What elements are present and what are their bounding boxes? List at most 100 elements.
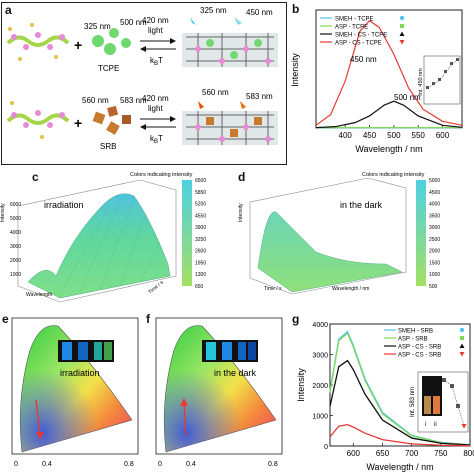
framework-bottom bbox=[182, 111, 278, 145]
colorbar-tick-d-9: 5000 bbox=[429, 178, 440, 184]
tcpe-particles bbox=[92, 28, 131, 55]
molecule-srb: SRB bbox=[100, 142, 116, 151]
colorbar-tick-d-7: 4000 bbox=[429, 202, 440, 208]
y-tick-label-g-4: 4000 bbox=[312, 322, 328, 329]
colorbar-tick-d-6: 3500 bbox=[429, 213, 440, 219]
polymer-chain-bottom bbox=[6, 101, 70, 139]
vial-label-i: i bbox=[425, 422, 426, 428]
annotation-450: 450 nm bbox=[350, 55, 377, 64]
panel-letter-e: e bbox=[2, 312, 9, 326]
legend-marker-g-3 bbox=[459, 352, 465, 357]
colorbar-tick-d-1: 1000 bbox=[429, 272, 440, 278]
series-line-b-3 bbox=[315, 19, 463, 126]
surface-c bbox=[27, 193, 171, 299]
framework-top bbox=[182, 33, 278, 67]
legend-label-g-3: ASP - CS - SRB bbox=[398, 353, 441, 359]
xlabel-g: Wavelength / nm bbox=[366, 462, 433, 472]
colorbar-tick-d-3: 2000 bbox=[429, 249, 440, 255]
axes-box-c bbox=[17, 179, 177, 303]
panel-letter-g: g bbox=[292, 312, 300, 326]
x-label-d: Wavelength / nm bbox=[332, 286, 369, 292]
chart-g: Intensity Wavelength / nm 600 650 700 750 80… bbox=[296, 322, 474, 472]
x-tick-f-0: 0 bbox=[158, 461, 162, 468]
z-tick-c-0: 1000 bbox=[10, 272, 21, 278]
y-label-d: Time / s bbox=[264, 286, 282, 292]
panel-letter-a: a bbox=[5, 3, 12, 17]
x-tick-label-g-2: 700 bbox=[405, 449, 419, 458]
panel-c: c irradiation Intensity 1000 2000 3000 4000… bbox=[0, 168, 236, 306]
arrow-bottom-label: kBT bbox=[150, 56, 163, 67]
polymer-chain-top bbox=[6, 23, 70, 61]
x-tick-label-g-3: 750 bbox=[434, 449, 448, 458]
x-tick-label-g-0: 600 bbox=[347, 449, 361, 458]
colorbar-tick-d-8: 4500 bbox=[429, 190, 440, 196]
legend-marker-b-2 bbox=[399, 31, 405, 36]
panel-e: e irradiation 0 0.4 0.8 bbox=[0, 310, 142, 474]
shift-arrow-f bbox=[183, 403, 187, 437]
x-tick-e-0: 0 bbox=[14, 461, 18, 468]
panel-f: f in the dark 0 0.4 0.8 bbox=[144, 310, 290, 474]
inset-point-b-2 bbox=[438, 78, 441, 81]
ex-label-325: 325 nm bbox=[84, 22, 111, 31]
colorbar-title-c: Colors indicating intensity bbox=[130, 172, 193, 178]
colorbar-tick-c-2: 1950 bbox=[195, 260, 206, 266]
z-tick-c-5: 6000 bbox=[10, 202, 21, 208]
cie-diagram-e: irradiation 0 0.4 0.8 bbox=[11, 317, 139, 468]
x-tick-f-1: 0.4 bbox=[186, 461, 196, 468]
inset-point-b-4 bbox=[450, 62, 453, 65]
arrow-top-sublabel-b: light bbox=[148, 104, 163, 113]
colorbar-tick-c-4: 3250 bbox=[195, 237, 206, 243]
arrow-bottom-label-b: kBT bbox=[150, 134, 163, 145]
surface-plot-c: irradiation Intensity 1000 2000 3000 4000 50… bbox=[0, 172, 206, 303]
x-tick-label-b-4: 600 bbox=[436, 131, 450, 140]
colorbar-tick-d-4: 2500 bbox=[429, 237, 440, 243]
annotation-f: in the dark bbox=[214, 368, 257, 378]
series-line-g-2 bbox=[329, 359, 471, 446]
molecule-tcpe: TCPE bbox=[98, 64, 119, 73]
inset-b bbox=[423, 55, 461, 105]
series-line-b-2 bbox=[315, 100, 463, 129]
ylabel-b: Intensity bbox=[290, 53, 300, 87]
legend-label-b-0: SMEH - TCPE bbox=[335, 17, 374, 23]
xlabel-b: Wavelength / nm bbox=[355, 144, 422, 154]
colorbar-tick-c-1: 1300 bbox=[195, 272, 206, 278]
z-tick-c-2: 3000 bbox=[10, 244, 21, 250]
legend-marker-g-1 bbox=[460, 336, 464, 340]
inset-point-g-3 bbox=[461, 424, 467, 429]
inset-point-g-1 bbox=[450, 384, 454, 388]
plus-sign-bottom: + bbox=[74, 115, 82, 131]
y-tick-label-g-1: 1000 bbox=[312, 414, 328, 421]
series-line-g-1 bbox=[329, 332, 471, 446]
annotation-e: irradiation bbox=[60, 368, 100, 378]
ex-label-560: 560 nm bbox=[82, 96, 109, 105]
inset-ylabel-g: Int. 583 nm bbox=[410, 387, 416, 417]
colorbar-tick-d-2: 1500 bbox=[429, 260, 440, 266]
inset-point-b-1 bbox=[432, 82, 435, 85]
colorbar-tick-d-5: 3000 bbox=[429, 225, 440, 231]
inset-point-g-2 bbox=[456, 404, 460, 408]
z-label-c: Intensity bbox=[0, 203, 6, 222]
panel-a: a + 325 nm 500 nm TCPE 420 nm light kBT bbox=[1, 2, 287, 165]
colorbar-tick-c-0: 650 bbox=[195, 284, 204, 290]
panel-a-scheme: + 325 nm 500 nm TCPE 420 nm light kBT 32… bbox=[6, 6, 278, 151]
colorbar-tick-c-3: 2600 bbox=[195, 249, 206, 255]
plot-frame-e bbox=[11, 317, 139, 455]
legend-marker-g-0 bbox=[459, 327, 465, 333]
panel-letter-d: d bbox=[238, 170, 246, 184]
chart-b: Intensity Wavelength / nm 400 450 500 550 60… bbox=[290, 9, 463, 154]
right-label-450: 450 nm bbox=[246, 8, 273, 17]
colorbar-c bbox=[182, 180, 192, 286]
inset-point-b-5 bbox=[456, 58, 459, 61]
legend-label-g-2: ASP - CS - SRB bbox=[398, 345, 441, 351]
colorbar-tick-c-7: 5200 bbox=[195, 202, 206, 208]
colorbar-title-d: Colors indicating intensity bbox=[362, 172, 425, 178]
z-tick-c-3: 4000 bbox=[10, 230, 21, 236]
panel-g: g Intensity Wavelength / nm 600 650 700 750… bbox=[292, 310, 474, 474]
inset-point-b-3 bbox=[444, 70, 447, 73]
shift-arrow-e bbox=[35, 399, 41, 435]
right-label-583: 583 nm bbox=[246, 92, 273, 101]
x-tick-label-b-0: 400 bbox=[339, 131, 353, 140]
y-tick-label-g-2: 2000 bbox=[312, 383, 328, 390]
legend-label-b-2: SMEH - CS - TCPE bbox=[335, 33, 387, 39]
z-tick-c-1: 2000 bbox=[10, 258, 21, 264]
